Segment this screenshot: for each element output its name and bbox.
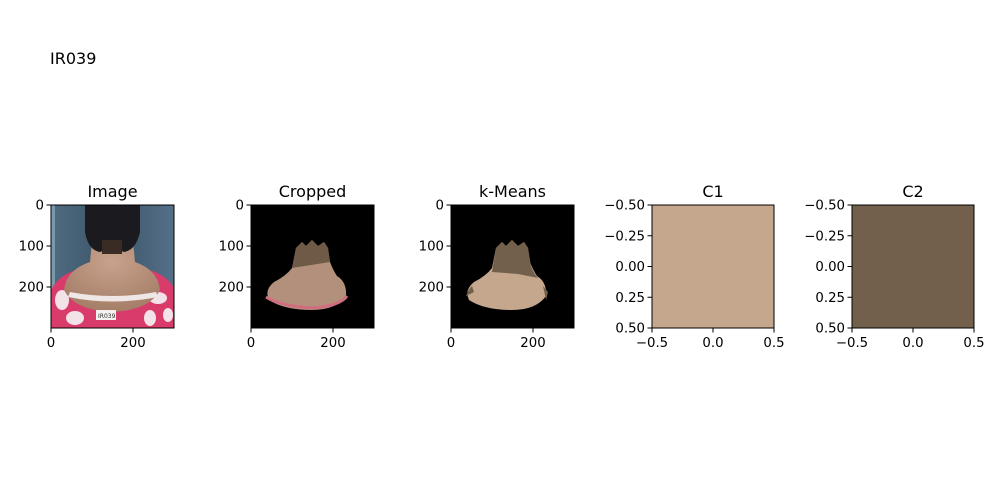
c1-y-tick-label: 0.00 (615, 260, 645, 275)
c2-swatch (852, 205, 974, 328)
cropped-y-tick-label: 200 (219, 281, 244, 296)
c2-y-tick-label: −0.50 (804, 199, 845, 214)
image-axes-frame (50, 204, 175, 329)
c1-x-tick-label: −0.5 (636, 336, 668, 351)
cropped-x-tick-label: 200 (320, 336, 345, 351)
c2-y-tick-label: 0.50 (815, 322, 845, 337)
c1-x-tick-label: 0.0 (702, 336, 723, 351)
cropped-y-tick-label: 0 (236, 199, 244, 214)
c2-x-tick-label: 0.5 (963, 336, 984, 351)
image-y-tick-label: 0 (36, 199, 44, 214)
k-means-y-tick-label: 100 (419, 240, 444, 255)
kmeans-image (451, 205, 574, 328)
c1-x-tick-label: 0.5 (763, 336, 784, 351)
c2-y-tick-label: 0.00 (815, 260, 845, 275)
k-means-axes-frame (450, 204, 575, 329)
cropped-y-tick-label: 100 (219, 240, 244, 255)
cropped-title: Cropped (279, 182, 347, 201)
k-means-x-tick-label: 200 (520, 336, 545, 351)
svg-text:IR039: IR039 (98, 313, 116, 320)
c2-y-tick-label: 0.25 (815, 291, 845, 306)
k-means-y-tick-label: 200 (419, 281, 444, 296)
image-title: Image (87, 182, 137, 201)
c2-title: C2 (902, 182, 923, 201)
image-y-tick-label: 200 (19, 281, 44, 296)
cropped-axes-frame (250, 204, 375, 329)
photo-image: IR039 (51, 205, 174, 328)
c1-y-tick-label: 0.50 (615, 322, 645, 337)
k-means-y-tick-label: 0 (436, 199, 444, 214)
image-y-tick-label: 100 (19, 240, 44, 255)
c1-y-tick-label: −0.50 (604, 199, 645, 214)
figure-suptitle: IR039 (50, 49, 96, 68)
c2-x-tick-label: 0.0 (902, 336, 923, 351)
c1-swatch (652, 205, 774, 328)
cropped-image (251, 205, 374, 328)
c2-x-tick-label: −0.5 (836, 336, 868, 351)
k-means-x-tick-label: 0 (447, 336, 455, 351)
c2-y-tick-label: −0.25 (804, 229, 845, 244)
image-x-tick-label: 0 (47, 336, 55, 351)
k-means-title: k-Means (479, 182, 546, 201)
image-x-tick-label: 200 (120, 336, 145, 351)
c1-y-tick-label: 0.25 (615, 291, 645, 306)
cropped-x-tick-label: 0 (247, 336, 255, 351)
c1-y-tick-label: −0.25 (604, 229, 645, 244)
c1-title: C1 (702, 182, 723, 201)
